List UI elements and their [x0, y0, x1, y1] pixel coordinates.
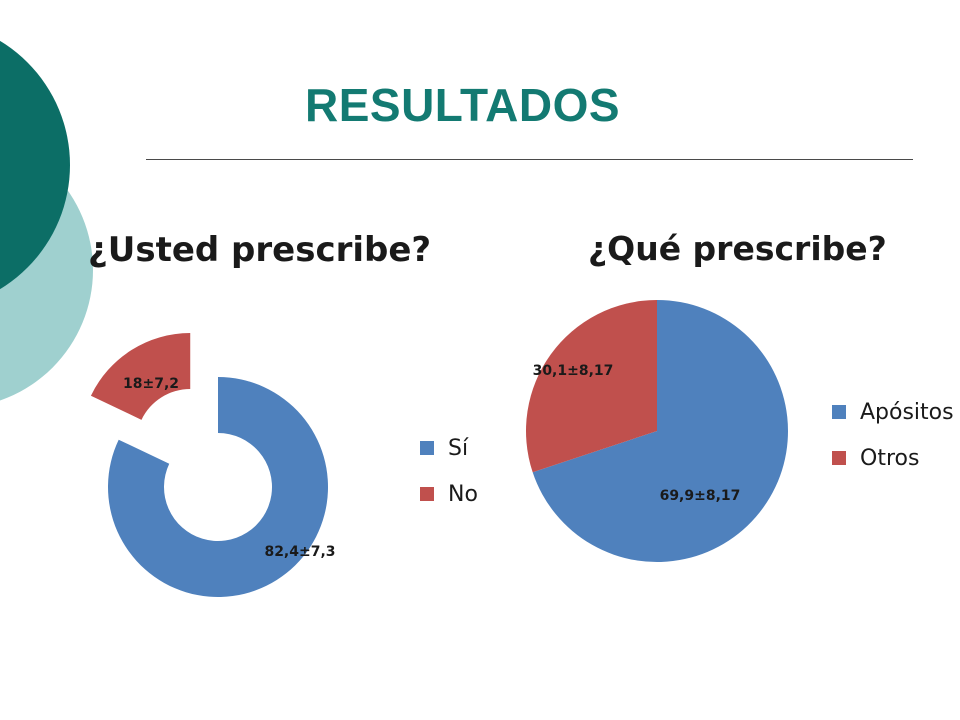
chart2-slice-otros: [525, 300, 657, 473]
chart1-slice-no: [90, 333, 191, 420]
legend-swatch-si: [420, 441, 434, 455]
chart2-legend: Apósitos Otros: [832, 389, 954, 481]
legend-item-no: No: [420, 471, 478, 517]
chart1-data-label-si: 82,4±7,3: [264, 544, 335, 560]
legend-item-apositos: Apósitos: [832, 389, 954, 435]
slide-title: RESULTADOS: [305, 79, 621, 131]
chart1-legend: Sí No: [420, 425, 478, 517]
legend-label-si: Sí: [448, 435, 469, 461]
legend-swatch-apositos: [832, 405, 846, 419]
chart2-slice-apositos: [532, 300, 788, 562]
title-divider: [146, 159, 913, 160]
chart1-data-label-no: 18±7,2: [123, 376, 179, 392]
legend-label-apositos: Apósitos: [860, 399, 954, 425]
legend-swatch-otros: [832, 451, 846, 465]
chart2-data-label-apositos: 69,9±8,17: [660, 488, 741, 504]
legend-item-si: Sí: [420, 425, 478, 471]
legend-swatch-no: [420, 487, 434, 501]
chart1-slice-si: [107, 377, 329, 597]
legend-label-otros: Otros: [860, 445, 920, 471]
legend-label-no: No: [448, 481, 478, 507]
chart2-title: ¿Qué prescribe?: [588, 229, 887, 268]
legend-item-otros: Otros: [832, 435, 954, 481]
chart2-data-label-otros: 30,1±8,17: [533, 363, 614, 379]
dark-teal-circle: [0, 40, 70, 290]
chart1-title: ¿Usted prescribe?: [88, 230, 432, 270]
